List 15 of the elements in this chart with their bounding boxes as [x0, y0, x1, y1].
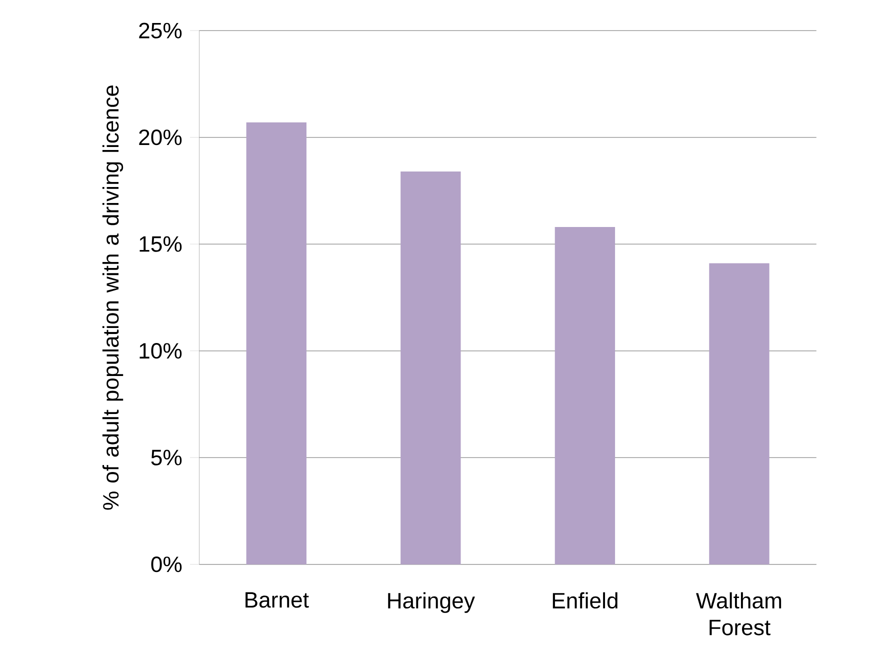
- y-tick-label: 5%: [151, 450, 182, 466]
- y-tick-label: 20%: [139, 129, 182, 146]
- bar: [246, 122, 306, 564]
- x-tick-label: Barnet: [246, 592, 309, 608]
- y-tick-label: 25%: [139, 22, 182, 38]
- y-tick-label: 0%: [151, 556, 182, 572]
- bar: [400, 171, 461, 564]
- y-tick-label: 10%: [140, 342, 182, 359]
- x-tick-label: Haringey: [388, 592, 475, 613]
- y-axis-title: % of adult population with a driving licence: [102, 85, 124, 510]
- bar: [554, 226, 616, 564]
- bar: [709, 263, 770, 564]
- y-tick-label: 15%: [140, 236, 182, 252]
- x-tick-label: Waltham Forest: [696, 592, 782, 636]
- x-tick-label: Enfield: [552, 592, 618, 609]
